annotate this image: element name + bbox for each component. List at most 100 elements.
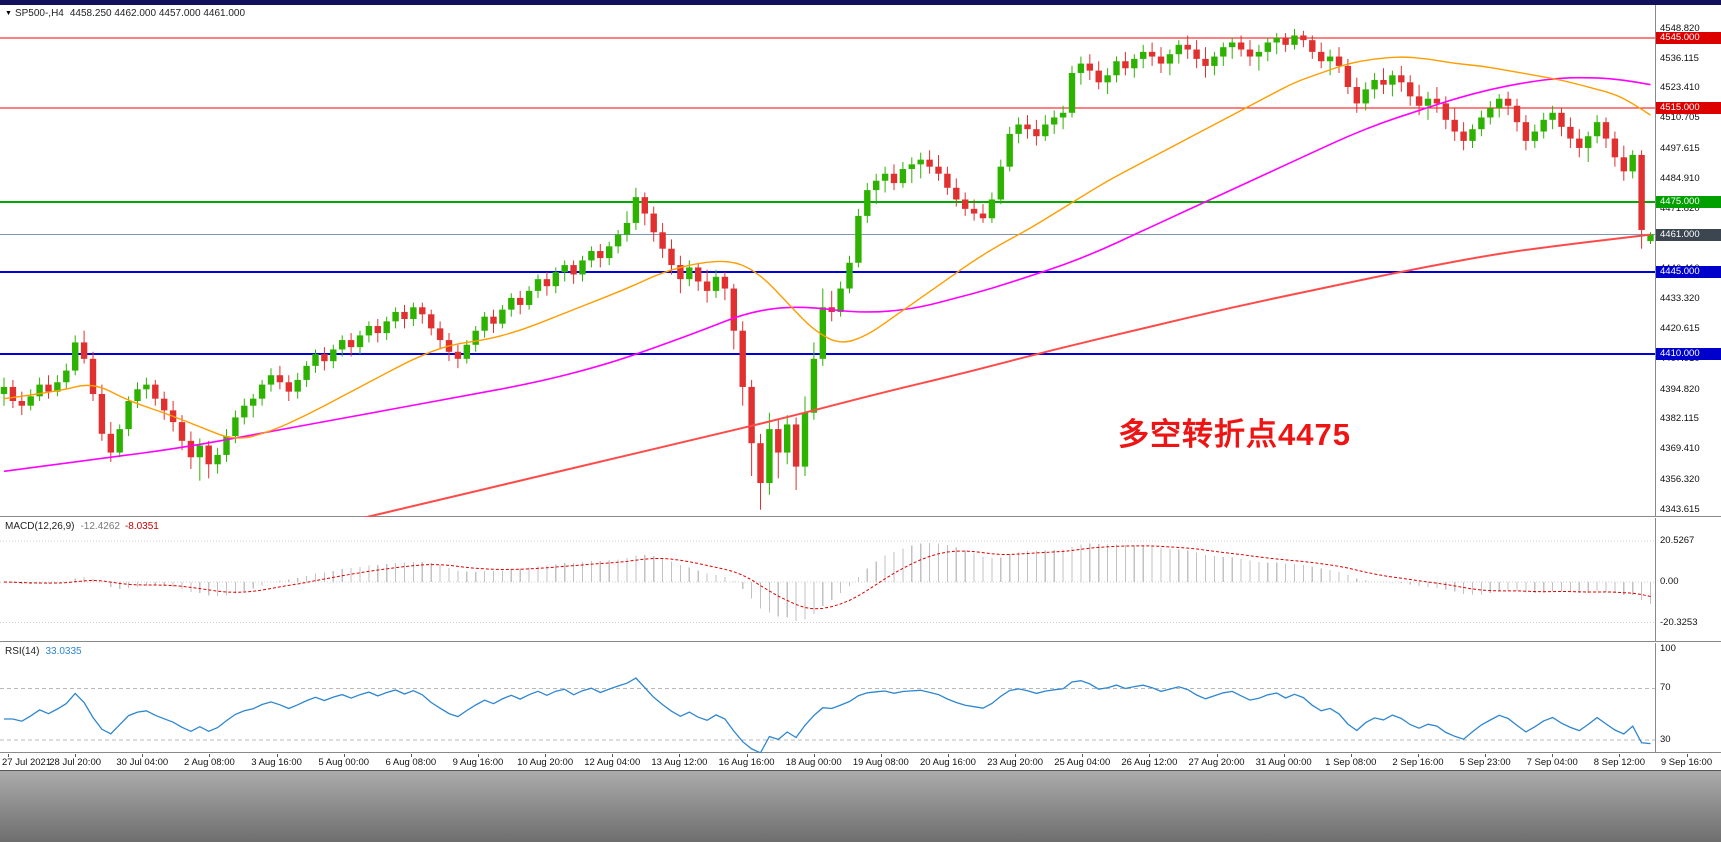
- rsi-label: RSI(14): [5, 646, 40, 657]
- time-axis-label: 3 Aug 16:00: [251, 757, 302, 768]
- window-top-edge: [0, 0, 1721, 5]
- price-level-badge: 4545.000: [1656, 31, 1721, 44]
- time-axis-label: 5 Aug 00:00: [318, 757, 370, 768]
- time-axis-label: 10 Aug 20:00: [517, 757, 574, 768]
- price-axis-label: 4471.820: [1660, 203, 1700, 215]
- price-level-badge: 4461.000: [1656, 228, 1721, 241]
- time-axis-label: 2 Sep 16:00: [1392, 757, 1444, 768]
- levels-layer: [0, 37, 1655, 356]
- price-axis-label: 4420.615: [1660, 323, 1700, 335]
- price-axis-label: 4536.115: [1660, 52, 1699, 64]
- rsi-axis-label: 70: [1660, 682, 1671, 694]
- macd-histogram: [3, 542, 1652, 622]
- price-axis-label: 4523.410: [1660, 82, 1700, 94]
- candles-layer: [0, 28, 1654, 510]
- time-axis-tick: [1149, 754, 1151, 757]
- ma_slow-line: [362, 233, 1651, 517]
- rsi-axis-label: 30: [1660, 734, 1671, 746]
- time-axis-label: 26 Aug 12:00: [1121, 757, 1178, 768]
- time-axis-tick: [813, 754, 815, 757]
- price-level-badge: 4445.000: [1656, 266, 1721, 279]
- time-axis-tick: [1015, 754, 1017, 757]
- time-axis[interactable]: 27 Jul 2021 28 Jul 20:00 30 Jul 04:00 2 Aug…: [0, 754, 1721, 770]
- rsi-gridlines: [0, 687, 1655, 741]
- time-axis-tick: [1350, 754, 1352, 757]
- time-axis-tick: [612, 754, 614, 757]
- window-bottom-bar: [0, 770, 1721, 842]
- price-axis-label: 4343.615: [1660, 503, 1700, 515]
- time-axis-tick: [947, 754, 949, 757]
- time-axis-label: 19 Aug 08:00: [852, 757, 909, 768]
- rsi-title: RSI(14) 33.0335: [5, 646, 82, 657]
- macd-chart[interactable]: [0, 518, 1655, 642]
- macd-axis[interactable]: 20.5267 0.00 -20.3253: [1655, 518, 1721, 641]
- time-axis-tick: [1417, 754, 1419, 757]
- time-axis-tick: [679, 754, 681, 757]
- time-axis-label: 8 Sep 12:00: [1593, 757, 1645, 768]
- time-axis-label: 16 Aug 16:00: [718, 757, 775, 768]
- price-chart-panel[interactable]: ▼ SP500-,H4 4458.250 4462.000 4457.000 446…: [0, 5, 1721, 517]
- time-axis-tick: [746, 754, 748, 757]
- time-axis-label: 7 Sep 04:00: [1526, 757, 1578, 768]
- time-axis-label: 1 Sep 08:00: [1325, 757, 1377, 768]
- chart-annotation-text: 多空转折点4475: [1118, 417, 1351, 452]
- time-axis-tick: [8, 754, 9, 757]
- time-axis-tick: [545, 754, 547, 757]
- time-axis-tick: [1552, 754, 1554, 757]
- time-axis-label: 9 Sep 16:00: [1660, 757, 1713, 768]
- macd-label: MACD(12,26,9): [5, 521, 75, 532]
- rsi-axis[interactable]: 100 70 30: [1655, 643, 1721, 752]
- macd-axis-label: -20.3253: [1660, 616, 1698, 628]
- time-axis-tick: [880, 754, 882, 757]
- macd-panel[interactable]: MACD(12,26,9) -12.4262 -8.0351 20.5267 0.00…: [0, 518, 1721, 642]
- price-axis-label: 4394.820: [1660, 383, 1700, 395]
- rsi-panel[interactable]: RSI(14) 33.0335 100 70 30: [0, 643, 1721, 753]
- price-axis-label: 4484.910: [1660, 172, 1700, 184]
- time-axis-label: 9 Aug 16:00: [452, 757, 504, 768]
- time-axis-tick: [142, 754, 144, 757]
- price-axis-label: 4548.820: [1660, 22, 1700, 34]
- price-axis-label: 4356.320: [1660, 473, 1700, 485]
- price-level-badge: 4410.000: [1656, 348, 1721, 361]
- time-axis-tick: [1485, 754, 1487, 757]
- ohlc-values: 4458.250 4462.000 4457.000 4461.000: [69, 8, 246, 19]
- time-axis-label: 28 Jul 20:00: [49, 757, 102, 768]
- rsi-chart[interactable]: [0, 643, 1655, 753]
- time-axis-tick: [1082, 754, 1084, 757]
- price-axis[interactable]: 4548.820 4536.115 4523.410 4510.705 4497.615…: [1655, 5, 1721, 516]
- price-level-badge: 4515.000: [1656, 102, 1721, 115]
- time-axis-tick: [1686, 754, 1688, 757]
- time-axis-label: 27 Jul 2021: [2, 757, 52, 768]
- macd-title: MACD(12,26,9) -12.4262 -8.0351: [5, 521, 159, 532]
- macd-signal-line: [3, 545, 1651, 610]
- time-axis-label: 13 Aug 12:00: [651, 757, 708, 768]
- time-axis-label: 20 Aug 16:00: [919, 757, 976, 768]
- time-axis-label: 12 Aug 04:00: [584, 757, 641, 768]
- time-axis-tick: [410, 754, 412, 757]
- time-axis-tick: [75, 754, 77, 757]
- macd-axis-label: 20.5267: [1660, 534, 1695, 546]
- ma_mid-line: [3, 76, 1651, 473]
- macd-main-value: -12.4262: [80, 521, 120, 532]
- ma_fast-line: [3, 56, 1651, 439]
- time-axis-tick: [1283, 754, 1285, 757]
- time-axis-tick: [343, 754, 345, 757]
- time-axis-label: 31 Aug 00:00: [1255, 757, 1312, 768]
- candlestick-chart[interactable]: [0, 5, 1655, 517]
- price-level-badge: 4475.000: [1656, 195, 1721, 208]
- time-axis-label: 23 Aug 20:00: [987, 757, 1044, 768]
- chart-title: ▼ SP500-,H4 4458.250 4462.000 4457.000 446…: [5, 8, 245, 19]
- time-axis-label: 18 Aug 00:00: [785, 757, 842, 768]
- price-axis-label: 4510.705: [1660, 112, 1700, 124]
- time-axis-tick: [276, 754, 278, 757]
- rsi-line: [4, 677, 1651, 753]
- time-axis-label: 5 Sep 23:00: [1459, 757, 1511, 768]
- price-axis-label: 4369.410: [1660, 443, 1700, 455]
- macd-signal-value: -8.0351: [124, 521, 159, 532]
- price-axis-label: 4497.615: [1660, 142, 1700, 154]
- time-axis-label: 6 Aug 08:00: [385, 757, 437, 768]
- time-axis-label: 30 Jul 04:00: [116, 757, 169, 768]
- rsi-value: 33.0335: [45, 646, 82, 657]
- symbol-period-label: SP500-,H4: [14, 8, 64, 19]
- time-axis-tick: [477, 754, 479, 757]
